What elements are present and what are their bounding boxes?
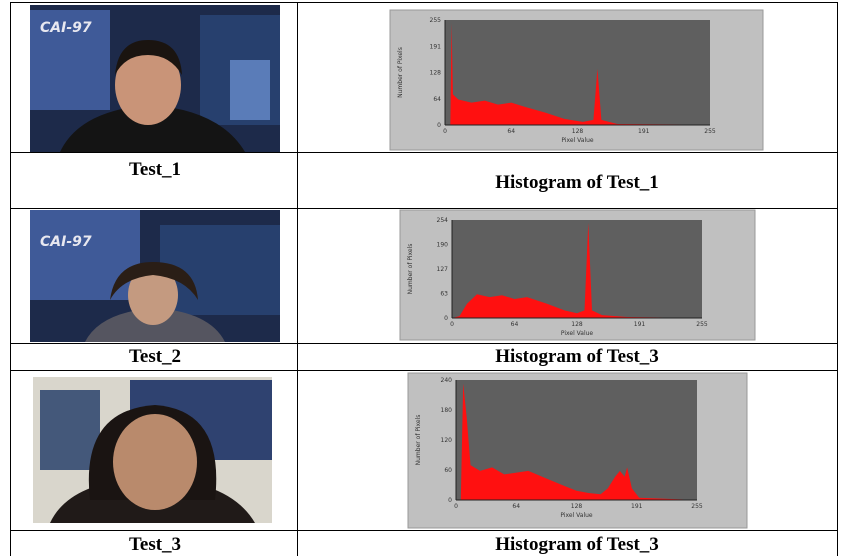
y-tick-label: 191 — [430, 43, 442, 50]
histogram: 0 64 128 191 255 240 180 120 60 0 Pixel Value Numbe… — [408, 373, 747, 528]
x-axis-label: Pixel Value — [561, 137, 594, 144]
y-axis-label: Number of Pixels — [415, 415, 422, 466]
x-tick-label: 191 — [634, 321, 646, 328]
y-axis-label: Number of Pixels — [407, 244, 414, 295]
figures: CAI-97 CAI-97 0 64 128 191 255 255 191 128 64 0 Pi… — [0, 0, 846, 556]
y-tick-label: 0 — [437, 122, 441, 129]
y-tick-label: 120 — [441, 437, 453, 444]
photo: CAI-97 — [30, 210, 280, 342]
x-tick-label: 128 — [571, 503, 583, 510]
y-axis-label: Number of Pixels — [397, 47, 404, 98]
y-tick-label: 127 — [437, 266, 449, 273]
photo — [33, 377, 272, 523]
y-tick-label: 60 — [444, 467, 452, 474]
x-tick-label: 191 — [631, 503, 643, 510]
y-tick-label: 64 — [433, 96, 441, 103]
y-tick-label: 128 — [430, 70, 442, 77]
photo-text: CAI-97 — [40, 234, 92, 250]
x-axis-label: Pixel Value — [561, 330, 594, 337]
x-tick-label: 64 — [512, 503, 520, 510]
histogram: 0 64 128 191 255 254 190 127 63 0 Pixel Value Numbe… — [400, 210, 755, 340]
y-tick-label: 63 — [440, 291, 448, 298]
x-axis-label: Pixel Value — [560, 512, 593, 519]
x-tick-label: 128 — [572, 128, 584, 135]
y-tick-label: 180 — [441, 407, 453, 414]
x-tick-label: 255 — [704, 128, 716, 135]
x-tick-label: 64 — [507, 128, 515, 135]
y-tick-label: 190 — [437, 242, 449, 249]
histogram: 0 64 128 191 255 255 191 128 64 0 Pixel Value Numbe… — [390, 10, 763, 150]
page: Test_1 Histogram of Test_1 Test_2 Histog… — [0, 0, 846, 556]
x-tick-label: 0 — [454, 503, 458, 510]
photo: CAI-97 — [30, 5, 280, 152]
photo-text: CAI-97 — [40, 20, 92, 36]
x-tick-label: 0 — [450, 321, 454, 328]
y-tick-label: 0 — [444, 315, 448, 322]
y-tick-label: 254 — [437, 217, 449, 224]
y-tick-label: 240 — [441, 377, 453, 384]
y-tick-label: 255 — [430, 17, 442, 24]
x-tick-label: 191 — [638, 128, 650, 135]
x-tick-label: 255 — [696, 321, 708, 328]
y-tick-label: 0 — [448, 497, 452, 504]
x-tick-label: 64 — [511, 321, 519, 328]
x-tick-label: 128 — [571, 321, 583, 328]
x-tick-label: 255 — [691, 503, 703, 510]
x-tick-label: 0 — [443, 128, 447, 135]
